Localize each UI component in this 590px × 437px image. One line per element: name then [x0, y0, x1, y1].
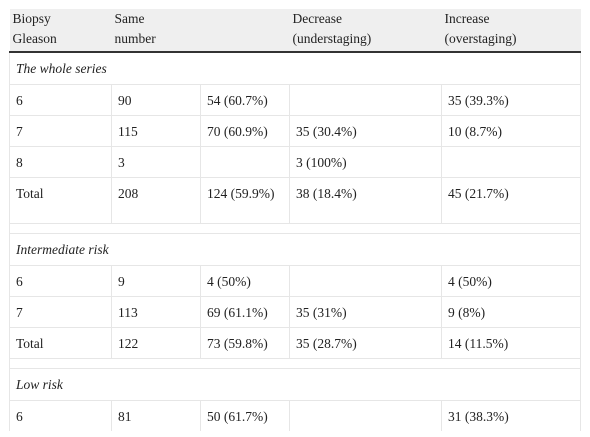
- cell: 3 (100%): [289, 145, 442, 178]
- table-row: 6 9 4 (50%) 4 (50%): [9, 264, 581, 297]
- cell: 3: [111, 145, 201, 178]
- cell: [441, 145, 581, 178]
- cell: 73 (59.8%): [200, 326, 290, 359]
- header-decrease: Decrease (understaging): [289, 9, 442, 53]
- section-title: The whole series: [9, 51, 581, 85]
- cell: [200, 145, 290, 178]
- cell: 35 (39.3%): [441, 83, 581, 116]
- header-blank: [200, 9, 290, 53]
- cell: 115: [111, 114, 201, 147]
- cell: [289, 399, 442, 431]
- cell: [289, 83, 442, 116]
- cell: 208: [111, 176, 201, 224]
- table-row: 7 113 69 (61.1%) 35 (31%) 9 (8%): [9, 295, 581, 328]
- section-title: Low risk: [9, 367, 581, 401]
- table-row: 7 115 70 (60.9%) 35 (30.4%) 10 (8.7%): [9, 114, 581, 147]
- cell: 9 (8%): [441, 295, 581, 328]
- cell: 38 (18.4%): [289, 176, 442, 224]
- cell: 70 (60.9%): [200, 114, 290, 147]
- table-row: 8 3 3 (100%): [9, 145, 581, 178]
- header-same-number: Same number: [111, 9, 201, 53]
- cell: 6: [9, 399, 112, 431]
- cell: 35 (31%): [289, 295, 442, 328]
- table-row: 6 90 54 (60.7%) 35 (39.3%): [9, 83, 581, 116]
- cell: 31 (38.3%): [441, 399, 581, 431]
- gleason-table-container: Biopsy Gleason Same number Decrease (unders…: [9, 9, 581, 431]
- cell: [289, 264, 442, 297]
- spacer-row: [9, 357, 581, 369]
- cell: 9: [111, 264, 201, 297]
- header-increase: Increase (overstaging): [441, 9, 581, 53]
- section-row: Low risk: [9, 367, 581, 401]
- cell: 35 (28.7%): [289, 326, 442, 359]
- spacer-row: [9, 222, 581, 234]
- table-row-total: Total 208 124 (59.9%) 38 (18.4%) 45 (21.…: [9, 176, 581, 224]
- cell: 81: [111, 399, 201, 431]
- section-title: Intermediate risk: [9, 232, 581, 266]
- cell: Total: [9, 326, 112, 359]
- section-row: Intermediate risk: [9, 232, 581, 266]
- cell: 4 (50%): [200, 264, 290, 297]
- gleason-comparison-table: Biopsy Gleason Same number Decrease (unders…: [9, 9, 581, 431]
- cell: 50 (61.7%): [200, 399, 290, 431]
- section-row: The whole series: [9, 51, 581, 85]
- cell: 113: [111, 295, 201, 328]
- table-row-total: Total 122 73 (59.8%) 35 (28.7%) 14 (11.5…: [9, 326, 581, 359]
- cell: 69 (61.1%): [200, 295, 290, 328]
- cell: 6: [9, 264, 112, 297]
- cell: 4 (50%): [441, 264, 581, 297]
- cell: 122: [111, 326, 201, 359]
- cell: 6: [9, 83, 112, 116]
- table-header-row: Biopsy Gleason Same number Decrease (unders…: [9, 9, 581, 53]
- cell: 7: [9, 295, 112, 328]
- table-row: 6 81 50 (61.7%) 31 (38.3%): [9, 399, 581, 431]
- cell: 8: [9, 145, 112, 178]
- cell: 14 (11.5%): [441, 326, 581, 359]
- cell: 90: [111, 83, 201, 116]
- cell: 124 (59.9%): [200, 176, 290, 224]
- cell: 45 (21.7%): [441, 176, 581, 224]
- header-biopsy-gleason: Biopsy Gleason: [9, 9, 112, 53]
- cell: 35 (30.4%): [289, 114, 442, 147]
- cell: 7: [9, 114, 112, 147]
- cell: Total: [9, 176, 112, 224]
- cell: 54 (60.7%): [200, 83, 290, 116]
- cell: 10 (8.7%): [441, 114, 581, 147]
